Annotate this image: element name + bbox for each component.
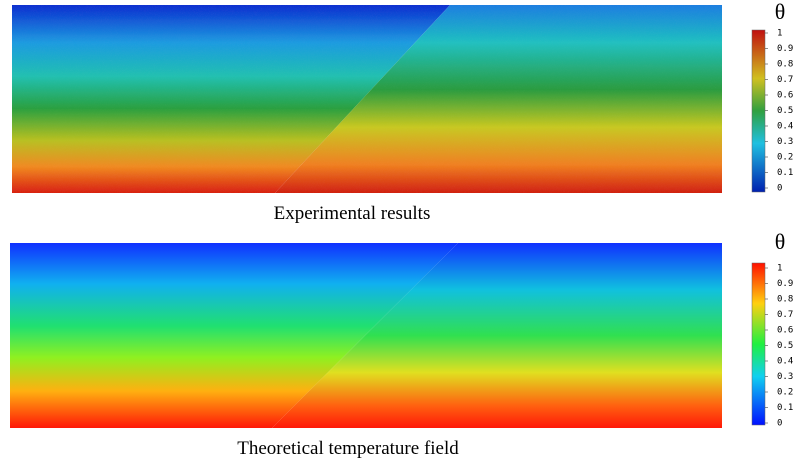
tick-label: 0.8	[777, 60, 793, 70]
tick-label: 0.2	[777, 388, 793, 398]
tick-label: 0.7	[777, 75, 793, 85]
tick-label: 0.7	[777, 310, 793, 320]
tick-label: 0.4	[777, 122, 793, 132]
tick-label: 0.3	[777, 137, 793, 147]
colorbar	[751, 29, 766, 193]
tick-label: 0.9	[777, 44, 793, 54]
field-right	[272, 243, 722, 428]
experimental-field	[12, 5, 722, 193]
colorbar-label: θ	[775, 229, 786, 254]
tick-label: 0.3	[777, 372, 793, 382]
tick-label: 0.5	[777, 106, 793, 116]
caption: Experimental results	[274, 203, 431, 224]
tick-label: 0	[777, 184, 782, 194]
field-right	[275, 5, 722, 193]
field-left	[12, 5, 450, 193]
tick-label: 0.8	[777, 295, 793, 305]
colorbar	[751, 262, 766, 426]
field-left	[10, 243, 458, 428]
tick-label: 0.2	[777, 153, 793, 163]
tick-label: 0.6	[777, 326, 793, 336]
theoretical-field	[10, 243, 722, 428]
tick-label: 0.1	[777, 168, 793, 178]
tick-label: 0.6	[777, 91, 793, 101]
caption: Theoretical temperature field	[237, 438, 459, 459]
tick-label: 1	[777, 264, 782, 274]
tick-label: 0.1	[777, 403, 793, 413]
tick-label: 0	[777, 419, 782, 429]
tick-label: 1	[777, 29, 782, 39]
tick-label: 0.4	[777, 357, 793, 367]
colorbar-label: θ	[775, 0, 786, 24]
tick-label: 0.5	[777, 341, 793, 351]
tick-label: 0.9	[777, 279, 793, 289]
